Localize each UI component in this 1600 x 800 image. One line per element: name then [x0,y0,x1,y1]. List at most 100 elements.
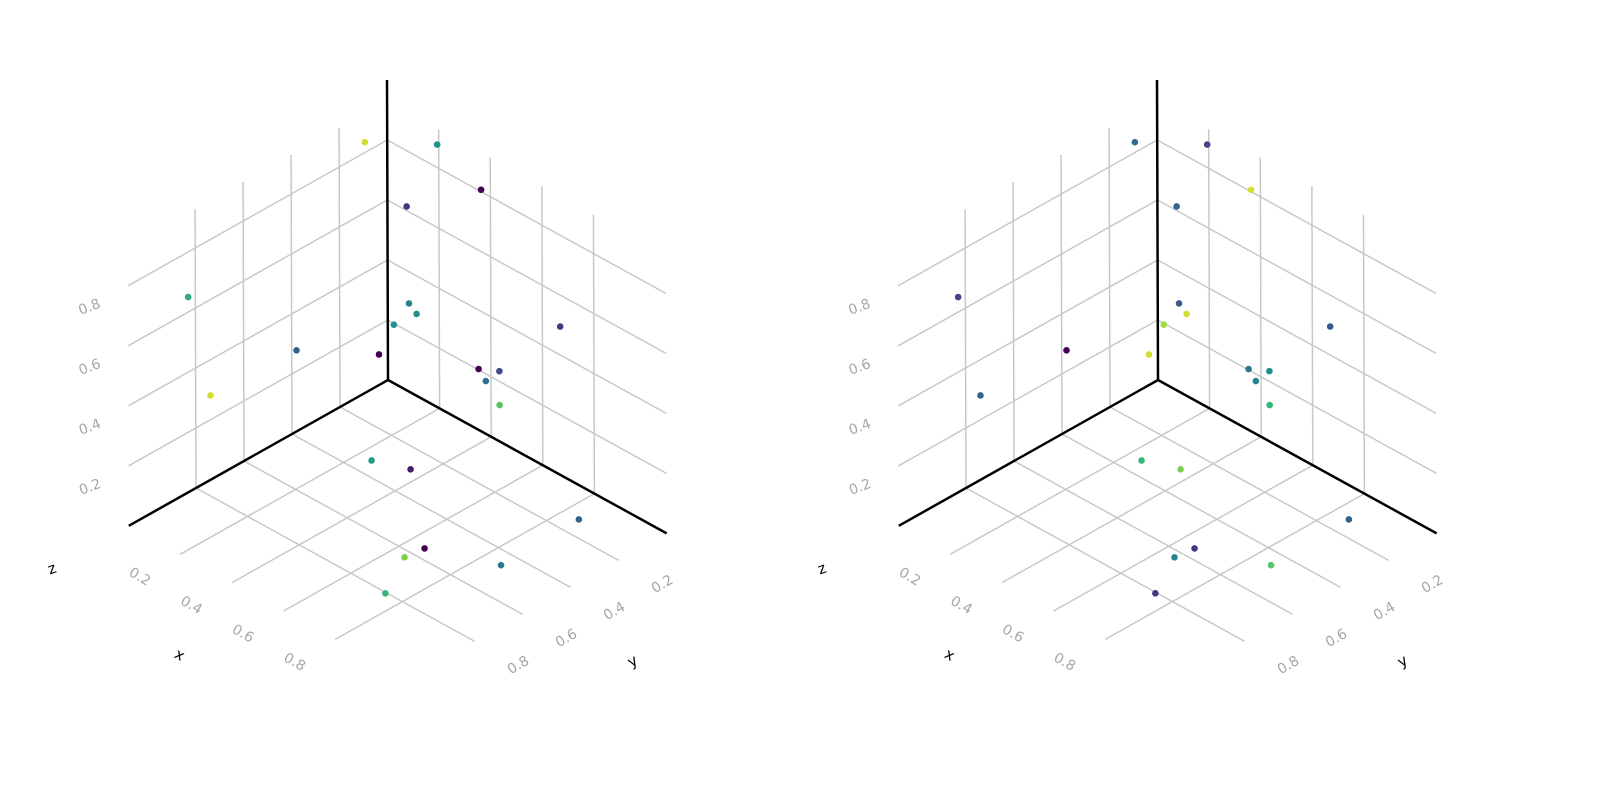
x-tick-label: 0.2 [896,565,923,590]
z-axis [385,79,390,381]
yz-wall-gridline-y [194,208,197,489]
scatter-point [401,554,408,561]
floor-gridline-y [291,433,572,589]
floor-gridline-y [965,487,1246,643]
x-tick-label: 0.8 [281,650,308,675]
floor-gridline-x [1053,464,1314,612]
floor-gridline-x [950,407,1210,555]
y-axis [128,378,389,527]
scatter-point [407,466,414,473]
scatter-point [1203,141,1211,148]
scatter-point [184,293,192,301]
xz-wall-gridline-z [1157,259,1437,415]
y-tick-label: 0.8 [505,653,532,678]
floor-gridline-x [1104,492,1365,641]
scatter-point [497,561,505,569]
floor-gridline-y [1109,406,1390,562]
scatter-point [1171,554,1178,561]
scatter-point [1267,561,1275,569]
scatter3d-panel-1: 0.2 0.4 0.6 0.8 0.2 0.4 0.6 0.8 0.2 0.4 0.6 0.8 x y z [45,79,676,678]
scatter-point [482,377,490,385]
floor-gridline-y [243,460,524,616]
yz-wall-gridline-z [128,319,389,467]
x-axis [387,378,668,535]
xz-wall-gridline-x [489,157,492,437]
z-tick-label: 0.4 [847,416,873,439]
y-tick-label: 0.4 [1371,599,1398,624]
x-axis-label: x [171,645,188,665]
y-axis-label: y [624,651,641,671]
scatter-point [293,347,300,354]
scatter-point [1326,323,1334,330]
scatter-point [1252,377,1260,385]
x-tick-label: 0.8 [1051,650,1078,675]
scatter-point [496,367,503,375]
x-tick-label: 0.4 [178,593,205,618]
yz-wall-gridline-y [964,208,967,489]
scatter-point [556,323,564,330]
scatter-point [1191,545,1198,552]
scatter-point [1245,365,1252,373]
yz-wall-gridline-y [1108,127,1111,408]
floor-gridline-x [334,492,595,641]
floor-gridline-x [180,407,440,555]
z-tick-label: 0.8 [846,296,872,319]
xz-wall-gridline-x [541,186,544,466]
scatter3d-panel-2: 0.2 0.4 0.6 0.8 0.2 0.4 0.6 0.8 0.2 0.4 0.6 0.8 x y z [815,79,1446,678]
z-tick-label: 0.6 [77,356,103,379]
scatter-point [1152,589,1159,597]
scatter-point [1138,457,1145,464]
scatter-point [1345,516,1353,523]
scatter-point [207,392,214,399]
scatter-point [413,310,420,318]
floor-gridline-y [1061,433,1342,589]
y-tick-label: 0.8 [1275,653,1302,678]
xz-wall-gridline-x [1207,129,1211,409]
xz-wall-gridline-x [1311,186,1314,466]
z-tick-label: 0.2 [847,476,873,499]
scatter-point [496,401,503,409]
yz-wall-gridline-z [128,259,388,407]
scatter-point [1266,367,1273,375]
scatter-point [1131,138,1139,146]
x-axis-label: x [941,645,958,665]
scatter-point [382,589,389,597]
z-axis-label: z [815,559,829,579]
yz-wall-gridline-y [338,127,341,408]
y-tick-label: 0.6 [553,626,580,651]
scatter-point [1247,186,1255,194]
scatter-point [475,365,482,373]
scatter-point [433,141,441,148]
scatter-point [1183,310,1190,318]
yz-wall-gridline-y [290,154,293,435]
scatter-point [368,457,375,464]
z-tick-label: 0.4 [77,416,103,439]
yz-wall-gridline-y [1060,154,1063,435]
xz-wall-gridline-x [1259,157,1262,437]
y-tick-label: 0.4 [601,599,628,624]
floor-gridline-y [339,406,620,562]
xz-wall-gridline-z [387,259,667,415]
z-tick-label: 0.2 [77,476,103,499]
scatter-point [403,203,410,210]
scatter-point [390,321,398,328]
x-tick-label: 0.6 [999,621,1026,646]
xz-wall-gridline-z [1157,319,1437,475]
x-axis [1157,378,1438,535]
scatter-point [361,138,369,146]
xz-wall-gridline-z [387,319,667,475]
yz-wall-gridline-z [898,259,1158,407]
floor-gridline-y [195,487,476,643]
scatter-point [1266,401,1273,409]
scatter-point [1177,466,1184,473]
scatter-point [421,545,428,552]
yz-wall-gridline-z [898,319,1159,467]
xz-wall-gridline-x [592,214,596,494]
scatter-point [977,392,984,399]
scatter-point [1145,351,1153,358]
x-tick-label: 0.6 [229,621,256,646]
y-tick-label: 0.2 [649,572,676,597]
yz-wall-gridline-y [1012,181,1015,462]
